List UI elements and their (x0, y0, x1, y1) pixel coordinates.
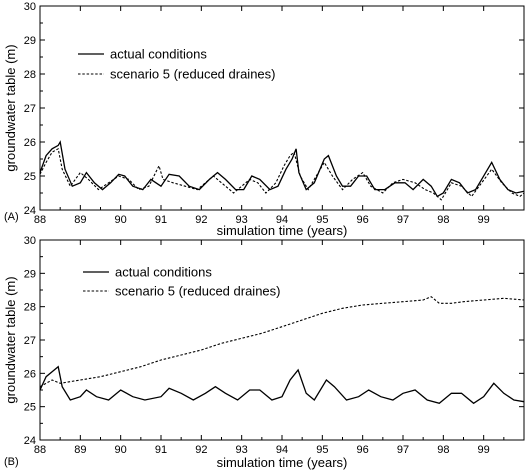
y-tick-label: 29 (24, 268, 36, 280)
legend-label: scenario 5 (reduced draines) (115, 284, 280, 299)
y-axis-title: groundwater table (m) (3, 276, 18, 403)
y-tick-label: 30 (24, 1, 36, 13)
y-tick-label: 24 (24, 435, 36, 447)
x-tick-label: 90 (115, 214, 127, 226)
x-tick-label: 89 (74, 214, 86, 226)
x-tick-label: 92 (195, 214, 207, 226)
y-axis-title: groundwater table (m) (3, 44, 18, 171)
x-tick-label: 91 (155, 214, 167, 226)
y-tick-label: 24 (24, 205, 36, 217)
y-tick-label: 27 (24, 103, 36, 115)
y-tick-label: 28 (24, 302, 36, 314)
x-tick-label: 96 (357, 214, 369, 226)
x-tick-label: 94 (276, 444, 288, 456)
x-tick-label: 95 (316, 444, 328, 456)
y-tick-label: 26 (24, 368, 36, 380)
y-tick-label: 25 (24, 171, 36, 183)
plot-frame (39, 239, 525, 441)
x-tick-label: 96 (357, 444, 369, 456)
series-line-scenario-5 (39, 296, 525, 388)
x-tick-label: 94 (276, 214, 288, 226)
x-tick-label: 90 (115, 444, 127, 456)
x-tick-label: 93 (236, 214, 248, 226)
y-tick-label: 25 (24, 402, 36, 414)
series-line-actual-conditions (39, 140, 525, 198)
x-tick-label: 99 (478, 444, 490, 456)
y-tick-label: 30 (24, 235, 36, 247)
x-tick-label: 97 (397, 214, 409, 226)
series-line-actual-conditions (39, 365, 525, 405)
y-tick-label: 26 (24, 137, 36, 149)
x-tick-label: 89 (74, 444, 86, 456)
panel-label: (B) (4, 456, 19, 468)
x-axis-title: simulation time (years) (217, 455, 348, 470)
series-line-scenario-5 (39, 147, 525, 201)
x-tick-label: 92 (195, 444, 207, 456)
panel-b: 88 89 90 91 92 93 94 95 96 97 98 99 24 25 26 27 28 29 30 ac… (3, 235, 525, 470)
x-tick-label: 88 (34, 444, 46, 456)
x-tick-label: 93 (236, 444, 248, 456)
x-tick-label: 98 (437, 444, 449, 456)
panel-a: 88 89 90 91 92 93 94 95 96 97 98 99 24 25 26 27 28 29 30 ac… (3, 1, 525, 238)
x-axis-title: simulation time (years) (217, 223, 348, 238)
x-tick-label: 98 (437, 214, 449, 226)
x-tick-label: 97 (397, 444, 409, 456)
x-tick-label: 91 (155, 444, 167, 456)
legend-label: scenario 5 (reduced draines) (110, 67, 275, 82)
x-tick-label: 95 (316, 214, 328, 226)
y-tick-label: 27 (24, 335, 36, 347)
x-tick-label: 99 (478, 214, 490, 226)
y-tick-label: 28 (24, 69, 36, 81)
y-tick-label: 29 (24, 35, 36, 47)
x-tick-label: 88 (34, 214, 46, 226)
panel-label: (A) (4, 211, 19, 223)
legend-label: actual conditions (110, 47, 207, 62)
legend-label: actual conditions (115, 265, 212, 280)
